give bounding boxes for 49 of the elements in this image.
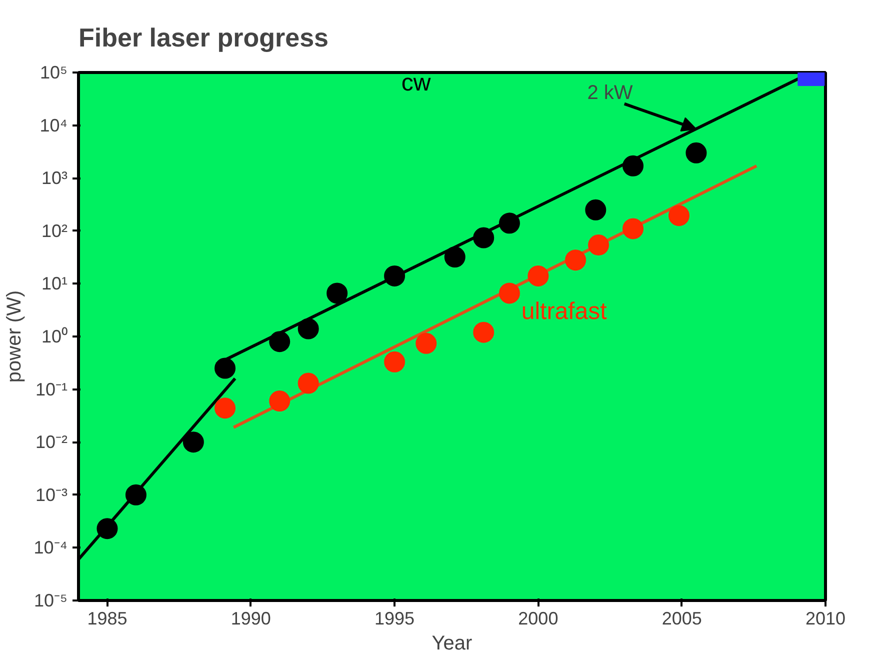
x-tick-label: 1995 xyxy=(374,608,415,628)
y-tick-label: 10¹ xyxy=(41,274,68,294)
point xyxy=(384,351,406,372)
point xyxy=(585,199,606,220)
point xyxy=(298,372,319,394)
y-tick-label: 10⁻² xyxy=(35,432,68,452)
point xyxy=(528,266,549,286)
point xyxy=(498,282,520,304)
point xyxy=(473,227,494,248)
point xyxy=(686,142,707,164)
chart-title: Fiber laser progress xyxy=(78,22,328,52)
y-tick-label: 10² xyxy=(41,220,68,241)
point xyxy=(622,218,644,240)
x-tick-label: 2000 xyxy=(518,608,558,628)
y-tick-label: 10⁻⁵ xyxy=(34,590,68,610)
point xyxy=(269,331,290,352)
y-tick-label: 10⁰ xyxy=(41,326,68,346)
point xyxy=(214,398,236,419)
y-tick-label: 10⁻⁴ xyxy=(34,538,68,558)
point xyxy=(565,250,586,271)
annotation: 2 kW xyxy=(587,82,633,104)
point xyxy=(416,332,437,354)
point xyxy=(473,322,494,343)
x-tick-label: 1985 xyxy=(87,608,128,628)
y-tick-label: 10⁴ xyxy=(40,115,68,136)
point xyxy=(214,358,236,379)
point xyxy=(588,234,610,256)
x-tick-label: 2010 xyxy=(805,608,846,628)
point xyxy=(96,518,118,540)
point xyxy=(326,282,348,304)
point xyxy=(498,212,520,234)
point xyxy=(125,484,146,506)
point xyxy=(384,266,406,286)
point xyxy=(269,390,290,412)
x-axis-title: Year xyxy=(432,632,473,654)
point xyxy=(622,155,644,176)
y-axis-title: power (W) xyxy=(4,290,26,383)
point xyxy=(298,318,319,340)
x-tick-label: 2005 xyxy=(662,608,702,628)
series-label: ultrafast xyxy=(521,298,608,326)
x-tick-label: 1990 xyxy=(230,608,271,628)
text: cw xyxy=(401,70,432,97)
y-tick-label: 10⁻³ xyxy=(35,484,68,505)
point xyxy=(668,205,690,226)
y-tick-label: 10⁻¹ xyxy=(35,379,68,400)
y-tick-label: 10³ xyxy=(41,168,68,188)
y-tick-label: 10⁵ xyxy=(40,62,68,82)
point xyxy=(444,246,466,268)
point xyxy=(182,432,204,453)
